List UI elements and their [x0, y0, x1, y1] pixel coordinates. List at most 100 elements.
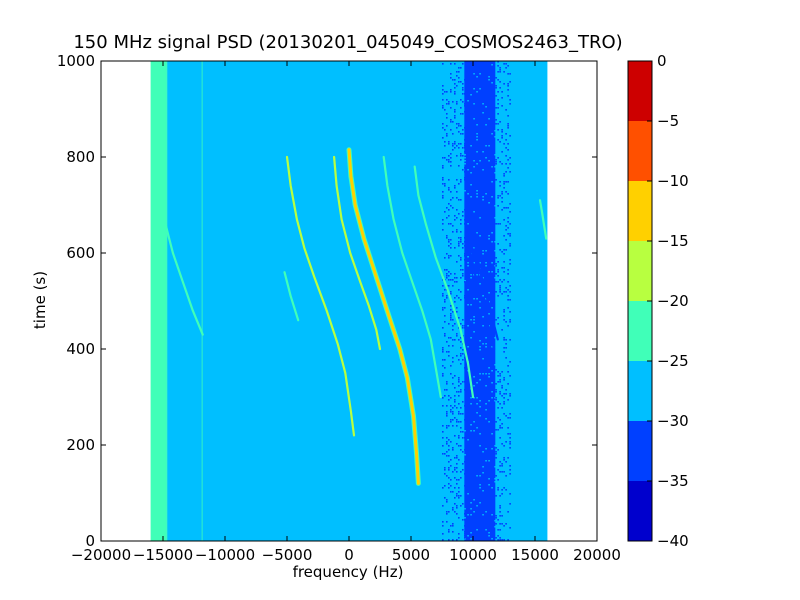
- psd-speck: [458, 533, 460, 535]
- psd-speck: [479, 73, 481, 75]
- psd-speck: [470, 277, 472, 279]
- psd-speck: [501, 131, 503, 133]
- psd-speck: [494, 136, 496, 138]
- psd-speck: [501, 209, 503, 211]
- psd-speck: [494, 364, 496, 366]
- psd-speck: [476, 151, 478, 153]
- psd-speck: [462, 247, 464, 249]
- psd-speck: [501, 329, 503, 331]
- psd-speck: [497, 539, 499, 541]
- psd-speck: [464, 517, 466, 519]
- psd-speck: [458, 537, 460, 539]
- psd-speck: [497, 317, 499, 319]
- psd-speck: [497, 401, 499, 403]
- psd-speck: [509, 395, 511, 397]
- psd-speck: [501, 281, 503, 283]
- psd-speck: [450, 255, 452, 257]
- psd-speck: [464, 485, 466, 487]
- psd-speck: [464, 538, 466, 540]
- psd-speck: [452, 101, 454, 103]
- psd-speck: [476, 139, 478, 141]
- psd-speck: [499, 181, 501, 183]
- psd-speck: [448, 187, 450, 189]
- psd-speck: [460, 471, 462, 473]
- psd-speck: [452, 509, 454, 511]
- psd-speck: [460, 241, 462, 243]
- psd-speck: [495, 399, 497, 401]
- psd-speck: [458, 77, 460, 79]
- psd-speck: [462, 437, 464, 439]
- psd-speck: [485, 403, 487, 405]
- psd-speck: [482, 343, 484, 345]
- psd-speck: [462, 275, 464, 277]
- psd-speck: [456, 85, 458, 87]
- psd-speck: [464, 237, 466, 239]
- psd-speck: [501, 395, 503, 397]
- psd-speck: [467, 169, 469, 171]
- psd-speck: [473, 73, 475, 75]
- psd-speck: [450, 485, 452, 487]
- psd-speck: [442, 165, 444, 167]
- psd-speck: [495, 389, 497, 391]
- psd-speck: [452, 523, 454, 525]
- psd-speck: [456, 455, 458, 457]
- psd-speck: [507, 193, 509, 195]
- psd-speck: [444, 485, 446, 487]
- psd-speck: [479, 379, 481, 381]
- psd-speck: [448, 511, 450, 513]
- psd-speck: [494, 172, 496, 174]
- psd-speck: [464, 190, 466, 192]
- psd-speck: [509, 81, 511, 83]
- psd-speck: [458, 385, 460, 387]
- psd-speck: [442, 349, 444, 351]
- psd-speck: [503, 309, 505, 311]
- psd-speck: [497, 139, 499, 141]
- psd-speck: [495, 263, 497, 265]
- psd-speck: [450, 319, 452, 321]
- psd-speck: [452, 143, 454, 145]
- psd-speck: [462, 273, 464, 275]
- psd-speck: [456, 75, 458, 77]
- psd-speck: [450, 273, 452, 275]
- psd-speck: [456, 507, 458, 509]
- psd-speck: [446, 117, 448, 119]
- psd-speck: [446, 521, 448, 523]
- psd-speck: [448, 275, 450, 277]
- psd-speck: [448, 245, 450, 247]
- psd-speck: [509, 235, 511, 237]
- psd-speck: [505, 357, 507, 359]
- psd-speck: [494, 205, 496, 207]
- psd-speck: [452, 471, 454, 473]
- psd-speck: [479, 235, 481, 237]
- psd-speck: [460, 449, 462, 451]
- psd-speck: [448, 461, 450, 463]
- psd-speck: [476, 76, 478, 78]
- psd-speck: [467, 262, 469, 264]
- psd-speck: [448, 455, 450, 457]
- psd-speck: [482, 112, 484, 114]
- psd-speck: [456, 155, 458, 157]
- plot-area: [150, 61, 548, 541]
- psd-speck: [505, 523, 507, 525]
- psd-speck: [448, 141, 450, 143]
- psd-speck: [499, 87, 501, 89]
- psd-speck: [495, 517, 497, 519]
- psd-speck: [462, 519, 464, 521]
- psd-speck: [499, 419, 501, 421]
- psd-speck: [462, 243, 464, 245]
- psd-speck: [448, 487, 450, 489]
- psd-speck: [460, 337, 462, 339]
- psd-speck: [473, 211, 475, 213]
- psd-speck: [503, 249, 505, 251]
- x-tick-label: −10000: [195, 546, 255, 564]
- psd-speck: [446, 273, 448, 275]
- psd-speck: [495, 475, 497, 477]
- psd-speck: [503, 83, 505, 85]
- psd-speck: [456, 281, 458, 283]
- psd-speck: [448, 143, 450, 145]
- psd-speck: [456, 425, 458, 427]
- psd-speck: [452, 449, 454, 451]
- psd-speck: [485, 337, 487, 339]
- psd-speck: [456, 505, 458, 507]
- psd-speck: [442, 373, 444, 375]
